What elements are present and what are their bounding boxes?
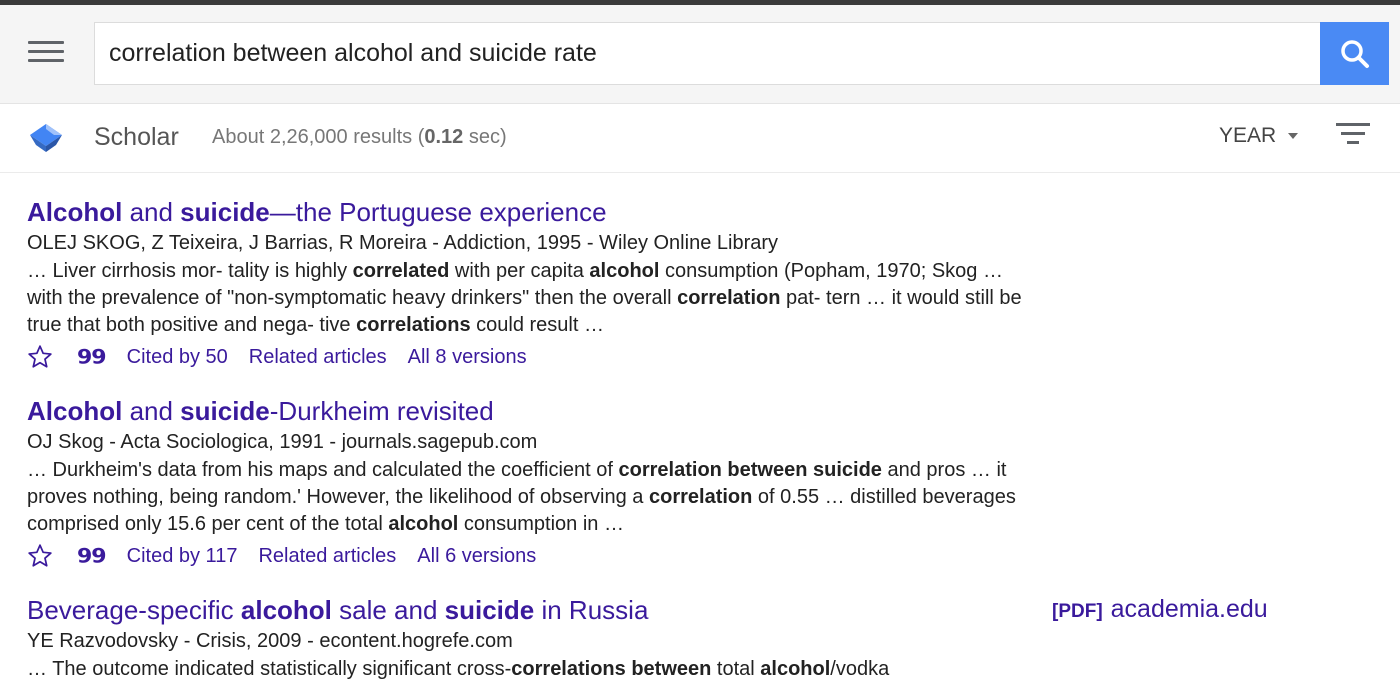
search-icon: [1340, 39, 1369, 68]
result-item: Alcohol and suicide-Durkheim revisited O…: [27, 395, 1027, 571]
highlighted-term: correlations between: [511, 658, 712, 680]
text-segment: consumption in …: [458, 513, 624, 535]
text-segment: and: [122, 396, 181, 426]
star-icon[interactable]: [27, 543, 53, 569]
text-segment: could result …: [470, 314, 604, 336]
scholar-toolbar: Scholar About 2,26,000 results (0.12 sec…: [0, 104, 1400, 173]
text-segment: —the Portuguese experience: [269, 197, 607, 227]
star-icon[interactable]: [27, 344, 53, 370]
cite-icon[interactable]: 99: [77, 345, 107, 369]
highlighted-term: correlation between suicide: [618, 459, 882, 481]
text-segment: /vodka: [830, 658, 890, 680]
related-articles-link[interactable]: Related articles: [258, 544, 397, 567]
result-count: About 2,26,000 results (0.12 sec): [212, 126, 507, 149]
text-segment: total: [711, 658, 761, 680]
highlighted-term: correlation: [677, 287, 781, 309]
highlighted-term: alcohol: [240, 595, 332, 625]
result-authors: OJ Skog - Acta Sociologica, 1991 - journ…: [27, 431, 538, 453]
result-snippet: … The outcome indicated statistically si…: [27, 656, 1027, 683]
search-box: [94, 22, 1389, 85]
highlighted-term: correlated: [352, 260, 450, 282]
result-title[interactable]: Beverage-specific alcohol sale and suici…: [27, 594, 1027, 626]
result-item: Alcohol and suicide—the Portuguese exper…: [27, 196, 1027, 372]
text-segment: sale and: [331, 595, 445, 625]
highlighted-term: correlation: [648, 486, 753, 508]
search-input[interactable]: [95, 23, 1319, 84]
cited-by-link[interactable]: Cited by 117: [126, 544, 238, 567]
filter-icon[interactable]: [1336, 123, 1370, 151]
result-actions: 99 Cited by 50 Related articles All 8 ve…: [27, 342, 1027, 372]
highlighted-term: alcohol: [388, 513, 459, 535]
result-snippet: … Durkheim's data from his maps and calc…: [27, 457, 1027, 538]
pdf-source: academia.edu: [1110, 595, 1268, 623]
result-count-suffix: sec): [463, 126, 507, 148]
result-title[interactable]: Alcohol and suicide—the Portuguese exper…: [27, 196, 1027, 228]
text-segment: and pros … it proves nothing, being rand…: [27, 459, 1007, 508]
result-authors: OLEJ SKOG, Z Teixeira, J Barrias, R More…: [27, 232, 779, 254]
pdf-link[interactable]: [PDF] academia.edu: [1052, 595, 1268, 624]
text-segment: in Russia: [534, 595, 649, 625]
scholar-brand: Scholar: [94, 123, 179, 151]
result-count-prefix: About 2,26,000 results (: [212, 126, 425, 148]
pdf-tag: [PDF]: [1052, 601, 1103, 622]
cited-by-link[interactable]: Cited by 50: [126, 345, 228, 368]
top-edge: [0, 0, 1400, 5]
year-filter-label: YEAR: [1219, 124, 1277, 147]
result-time: 0.12: [424, 126, 464, 148]
text-segment: … Durkheim's data from his maps and calc…: [27, 459, 619, 481]
text-segment: of 0.55 … distilled beverages comprised …: [27, 486, 1016, 535]
highlighted-term: suicide: [180, 396, 270, 426]
hamburger-menu-icon[interactable]: [28, 41, 64, 67]
text-segment: with per capita: [449, 260, 590, 282]
all-versions-link[interactable]: All 6 versions: [417, 544, 537, 567]
text-segment: pat- tern … it would still be true that …: [27, 287, 1022, 336]
highlighted-term: correlations: [356, 314, 471, 336]
scholar-logo-icon: [30, 124, 62, 152]
text-segment: … Liver cirrhosis mor- tality is highly: [27, 260, 353, 282]
search-header: [0, 5, 1400, 104]
text-segment: consumption (Popham, 1970; Skog … with t…: [27, 260, 1003, 309]
year-filter-dropdown[interactable]: YEAR: [1219, 124, 1299, 148]
result-snippet: … Liver cirrhosis mor- tality is highly …: [27, 258, 1027, 339]
search-button[interactable]: [1320, 22, 1389, 85]
cite-icon[interactable]: 99: [77, 544, 107, 568]
highlighted-term: suicide: [180, 197, 270, 227]
result-actions: 99 Cited by 117 Related articles All 6 v…: [27, 541, 1027, 571]
highlighted-term: alcohol: [760, 658, 831, 680]
result-authors: YE Razvodovsky - Crisis, 2009 - econtent…: [27, 630, 513, 652]
all-versions-link[interactable]: All 8 versions: [407, 345, 527, 368]
highlighted-term: Alcohol: [27, 197, 123, 227]
result-item: Beverage-specific alcohol sale and suici…: [27, 594, 1027, 683]
highlighted-term: Alcohol: [27, 396, 123, 426]
highlighted-term: alcohol: [589, 260, 660, 282]
text-segment: and: [122, 197, 181, 227]
text-segment: … The outcome indicated statistically si…: [27, 658, 512, 680]
text-segment: -Durkheim revisited: [269, 396, 494, 426]
text-segment: Beverage-specific: [27, 595, 241, 625]
highlighted-term: suicide: [444, 595, 535, 625]
result-title[interactable]: Alcohol and suicide-Durkheim revisited: [27, 395, 1027, 427]
related-articles-link[interactable]: Related articles: [248, 345, 387, 368]
chevron-down-icon: [1288, 133, 1299, 139]
